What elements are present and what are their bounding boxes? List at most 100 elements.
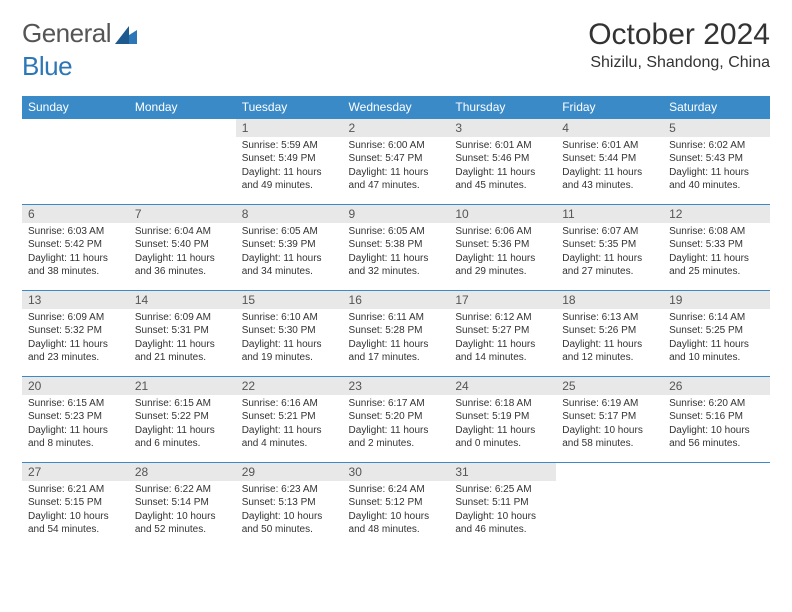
day-number: 10 [449, 205, 556, 223]
day-content: Sunrise: 6:01 AMSunset: 5:44 PMDaylight:… [556, 137, 663, 197]
day-number: 31 [449, 463, 556, 481]
calendar-cell: 1Sunrise: 5:59 AMSunset: 5:49 PMDaylight… [236, 118, 343, 204]
page-header: General Blue October 2024 Shizilu, Shand… [22, 18, 770, 82]
day-number: 30 [343, 463, 450, 481]
day-number: 25 [556, 377, 663, 395]
day-content: Sunrise: 6:00 AMSunset: 5:47 PMDaylight:… [343, 137, 450, 197]
calendar-cell: 5Sunrise: 6:02 AMSunset: 5:43 PMDaylight… [663, 118, 770, 204]
calendar-cell: 17Sunrise: 6:12 AMSunset: 5:27 PMDayligh… [449, 290, 556, 376]
day-content: Sunrise: 6:09 AMSunset: 5:31 PMDaylight:… [129, 309, 236, 369]
calendar-table: SundayMondayTuesdayWednesdayThursdayFrid… [22, 96, 770, 549]
day-number: 6 [22, 205, 129, 223]
calendar-cell [22, 118, 129, 204]
day-content: Sunrise: 6:15 AMSunset: 5:22 PMDaylight:… [129, 395, 236, 455]
calendar-cell [129, 118, 236, 204]
calendar-cell: 4Sunrise: 6:01 AMSunset: 5:44 PMDaylight… [556, 118, 663, 204]
day-content: Sunrise: 6:09 AMSunset: 5:32 PMDaylight:… [22, 309, 129, 369]
day-number: 1 [236, 119, 343, 137]
calendar-cell: 20Sunrise: 6:15 AMSunset: 5:23 PMDayligh… [22, 376, 129, 462]
weekday-header: Tuesday [236, 96, 343, 119]
weekday-header: Thursday [449, 96, 556, 119]
day-number: 16 [343, 291, 450, 309]
day-number: 17 [449, 291, 556, 309]
calendar-cell: 21Sunrise: 6:15 AMSunset: 5:22 PMDayligh… [129, 376, 236, 462]
day-content: Sunrise: 6:21 AMSunset: 5:15 PMDaylight:… [22, 481, 129, 541]
day-content: Sunrise: 6:13 AMSunset: 5:26 PMDaylight:… [556, 309, 663, 369]
day-content: Sunrise: 6:12 AMSunset: 5:27 PMDaylight:… [449, 309, 556, 369]
day-content: Sunrise: 6:19 AMSunset: 5:17 PMDaylight:… [556, 395, 663, 455]
day-number: 5 [663, 119, 770, 137]
day-content: Sunrise: 6:24 AMSunset: 5:12 PMDaylight:… [343, 481, 450, 541]
day-number: 15 [236, 291, 343, 309]
day-number: 11 [556, 205, 663, 223]
day-content: Sunrise: 6:16 AMSunset: 5:21 PMDaylight:… [236, 395, 343, 455]
brand-part2: Blue [22, 51, 72, 81]
calendar-cell: 29Sunrise: 6:23 AMSunset: 5:13 PMDayligh… [236, 462, 343, 548]
weekday-header: Monday [129, 96, 236, 119]
calendar-cell: 26Sunrise: 6:20 AMSunset: 5:16 PMDayligh… [663, 376, 770, 462]
day-number: 18 [556, 291, 663, 309]
day-content: Sunrise: 6:05 AMSunset: 5:39 PMDaylight:… [236, 223, 343, 283]
calendar-row: 20Sunrise: 6:15 AMSunset: 5:23 PMDayligh… [22, 376, 770, 462]
calendar-cell [663, 462, 770, 548]
day-content: Sunrise: 5:59 AMSunset: 5:49 PMDaylight:… [236, 137, 343, 197]
day-number: 21 [129, 377, 236, 395]
calendar-cell: 7Sunrise: 6:04 AMSunset: 5:40 PMDaylight… [129, 204, 236, 290]
calendar-row: 6Sunrise: 6:03 AMSunset: 5:42 PMDaylight… [22, 204, 770, 290]
day-number: 28 [129, 463, 236, 481]
calendar-cell: 16Sunrise: 6:11 AMSunset: 5:28 PMDayligh… [343, 290, 450, 376]
day-content: Sunrise: 6:01 AMSunset: 5:46 PMDaylight:… [449, 137, 556, 197]
day-number: 23 [343, 377, 450, 395]
calendar-cell: 12Sunrise: 6:08 AMSunset: 5:33 PMDayligh… [663, 204, 770, 290]
day-number: 12 [663, 205, 770, 223]
day-content: Sunrise: 6:08 AMSunset: 5:33 PMDaylight:… [663, 223, 770, 283]
weekday-header: Saturday [663, 96, 770, 119]
calendar-cell: 25Sunrise: 6:19 AMSunset: 5:17 PMDayligh… [556, 376, 663, 462]
calendar-cell: 27Sunrise: 6:21 AMSunset: 5:15 PMDayligh… [22, 462, 129, 548]
day-content: Sunrise: 6:25 AMSunset: 5:11 PMDaylight:… [449, 481, 556, 541]
calendar-cell: 22Sunrise: 6:16 AMSunset: 5:21 PMDayligh… [236, 376, 343, 462]
weekday-header: Sunday [22, 96, 129, 119]
day-number: 24 [449, 377, 556, 395]
month-title: October 2024 [588, 18, 770, 52]
calendar-cell: 8Sunrise: 6:05 AMSunset: 5:39 PMDaylight… [236, 204, 343, 290]
day-number: 7 [129, 205, 236, 223]
day-content: Sunrise: 6:10 AMSunset: 5:30 PMDaylight:… [236, 309, 343, 369]
calendar-row: 1Sunrise: 5:59 AMSunset: 5:49 PMDaylight… [22, 118, 770, 204]
calendar-cell: 18Sunrise: 6:13 AMSunset: 5:26 PMDayligh… [556, 290, 663, 376]
day-content: Sunrise: 6:18 AMSunset: 5:19 PMDaylight:… [449, 395, 556, 455]
calendar-header-row: SundayMondayTuesdayWednesdayThursdayFrid… [22, 96, 770, 119]
day-content: Sunrise: 6:04 AMSunset: 5:40 PMDaylight:… [129, 223, 236, 283]
day-content: Sunrise: 6:05 AMSunset: 5:38 PMDaylight:… [343, 223, 450, 283]
day-number: 9 [343, 205, 450, 223]
day-content: Sunrise: 6:02 AMSunset: 5:43 PMDaylight:… [663, 137, 770, 197]
brand-text: General Blue [22, 18, 137, 82]
calendar-cell: 15Sunrise: 6:10 AMSunset: 5:30 PMDayligh… [236, 290, 343, 376]
day-content: Sunrise: 6:22 AMSunset: 5:14 PMDaylight:… [129, 481, 236, 541]
day-content: Sunrise: 6:11 AMSunset: 5:28 PMDaylight:… [343, 309, 450, 369]
sail-icon [115, 20, 137, 51]
calendar-cell: 23Sunrise: 6:17 AMSunset: 5:20 PMDayligh… [343, 376, 450, 462]
day-number: 27 [22, 463, 129, 481]
day-number: 8 [236, 205, 343, 223]
day-number: 19 [663, 291, 770, 309]
calendar-cell: 28Sunrise: 6:22 AMSunset: 5:14 PMDayligh… [129, 462, 236, 548]
calendar-cell [556, 462, 663, 548]
calendar-cell: 13Sunrise: 6:09 AMSunset: 5:32 PMDayligh… [22, 290, 129, 376]
calendar-cell: 14Sunrise: 6:09 AMSunset: 5:31 PMDayligh… [129, 290, 236, 376]
brand-logo: General Blue [22, 18, 137, 82]
day-content: Sunrise: 6:23 AMSunset: 5:13 PMDaylight:… [236, 481, 343, 541]
day-number: 4 [556, 119, 663, 137]
calendar-cell: 31Sunrise: 6:25 AMSunset: 5:11 PMDayligh… [449, 462, 556, 548]
day-content: Sunrise: 6:17 AMSunset: 5:20 PMDaylight:… [343, 395, 450, 455]
day-number: 20 [22, 377, 129, 395]
day-content: Sunrise: 6:06 AMSunset: 5:36 PMDaylight:… [449, 223, 556, 283]
calendar-row: 13Sunrise: 6:09 AMSunset: 5:32 PMDayligh… [22, 290, 770, 376]
calendar-cell: 11Sunrise: 6:07 AMSunset: 5:35 PMDayligh… [556, 204, 663, 290]
day-content: Sunrise: 6:07 AMSunset: 5:35 PMDaylight:… [556, 223, 663, 283]
calendar-cell: 30Sunrise: 6:24 AMSunset: 5:12 PMDayligh… [343, 462, 450, 548]
day-number: 26 [663, 377, 770, 395]
day-number: 14 [129, 291, 236, 309]
calendar-cell: 2Sunrise: 6:00 AMSunset: 5:47 PMDaylight… [343, 118, 450, 204]
brand-part1: General [22, 18, 111, 48]
